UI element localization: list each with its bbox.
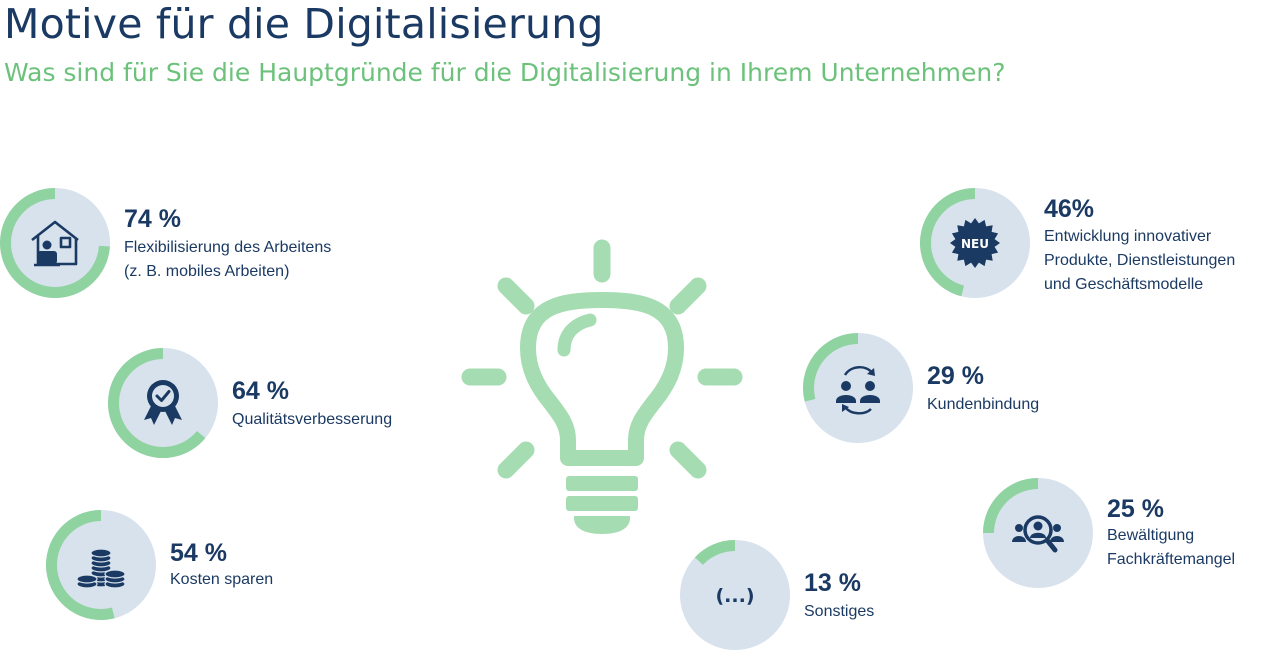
motive-label-line: (z. B. mobiles Arbeiten) <box>124 263 290 280</box>
motive-item-flexibility: 74 % Flexibilisierung des Arbeitens (z. … <box>0 188 380 303</box>
motive-label-line: Bewältigung <box>1107 527 1195 544</box>
talent-search-icon <box>1011 506 1065 560</box>
lightbulb-icon <box>440 230 770 540</box>
home-office-icon <box>28 216 82 270</box>
motive-label-line: Produkte, Dienstleistungen <box>1044 252 1236 269</box>
percent-value: 46% <box>1044 195 1095 223</box>
percent-ring <box>0 188 110 298</box>
percent-value: 54 % <box>170 539 227 567</box>
ellipsis-icon: (...) <box>708 568 762 622</box>
motive-label-line: Qualitätsverbesserung <box>232 411 393 428</box>
new-badge-icon: NEU <box>948 216 1002 270</box>
percent-ring <box>803 333 913 443</box>
motive-item-innovation: NEU 46% Entwicklung innovativer Produkte… <box>920 188 1275 303</box>
ellipsis-text: (...) <box>715 585 754 607</box>
percent-value: 64 % <box>232 377 289 405</box>
quality-award-icon <box>136 376 190 430</box>
coins-icon <box>74 538 128 592</box>
motive-item-cost-saving: 54 % Kosten sparen <box>46 510 346 625</box>
ring-inner <box>814 344 902 432</box>
motive-label-line: Fachkräftemangel <box>1107 551 1236 568</box>
new-badge-text: NEU <box>961 237 989 251</box>
motive-label-line: Kosten sparen <box>170 571 274 588</box>
motive-label-line: Sonstiges <box>804 603 875 620</box>
motive-item-customer-loyalty: 29 % Kundenbindung <box>803 333 1083 448</box>
motive-label-line: Entwicklung innovativer <box>1044 228 1212 245</box>
page-subtitle: Was sind für Sie die Hauptgründe für die… <box>4 58 1006 87</box>
motive-label-line: Kundenbindung <box>927 396 1040 413</box>
percent-value: 29 % <box>927 362 984 390</box>
motive-item-quality: 64 % Qualitätsverbesserung <box>108 348 438 463</box>
motive-item-skilled-labour: 25 % Bewältigung Fachkräftemangel <box>983 478 1273 593</box>
percent-value: 74 % <box>124 205 181 233</box>
percent-ring <box>680 540 790 650</box>
percent-value: 25 % <box>1107 495 1164 523</box>
ring-inner <box>11 199 99 287</box>
ring-inner <box>691 551 779 639</box>
motive-label-line: und Geschäftsmodelle <box>1044 276 1204 293</box>
motive-item-other: (...) 13 % Sonstiges <box>680 540 910 655</box>
page-title: Motive für die Digitalisierung <box>4 0 604 48</box>
customer-loyalty-icon <box>831 361 885 415</box>
percent-value: 13 % <box>804 569 861 597</box>
motive-label-line: Flexibilisierung des Arbeitens <box>124 239 332 256</box>
